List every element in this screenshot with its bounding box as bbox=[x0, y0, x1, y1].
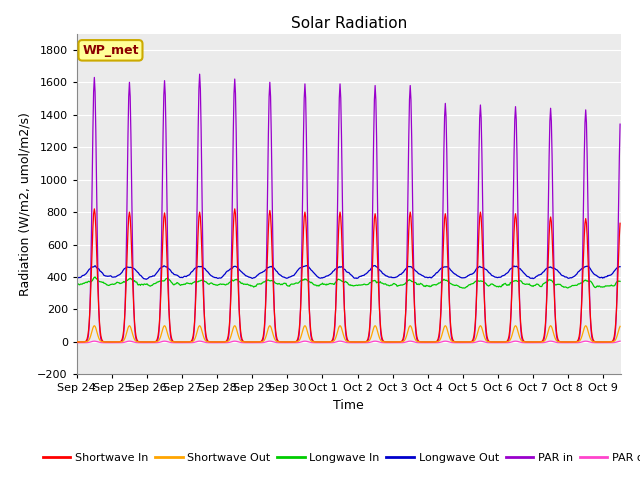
Title: Solar Radiation: Solar Radiation bbox=[291, 16, 407, 31]
Y-axis label: Radiation (W/m2, umol/m2/s): Radiation (W/m2, umol/m2/s) bbox=[19, 112, 32, 296]
Legend: Shortwave In, Shortwave Out, Longwave In, Longwave Out, PAR in, PAR out: Shortwave In, Shortwave Out, Longwave In… bbox=[38, 448, 640, 467]
Text: WP_met: WP_met bbox=[82, 44, 139, 57]
X-axis label: Time: Time bbox=[333, 399, 364, 412]
